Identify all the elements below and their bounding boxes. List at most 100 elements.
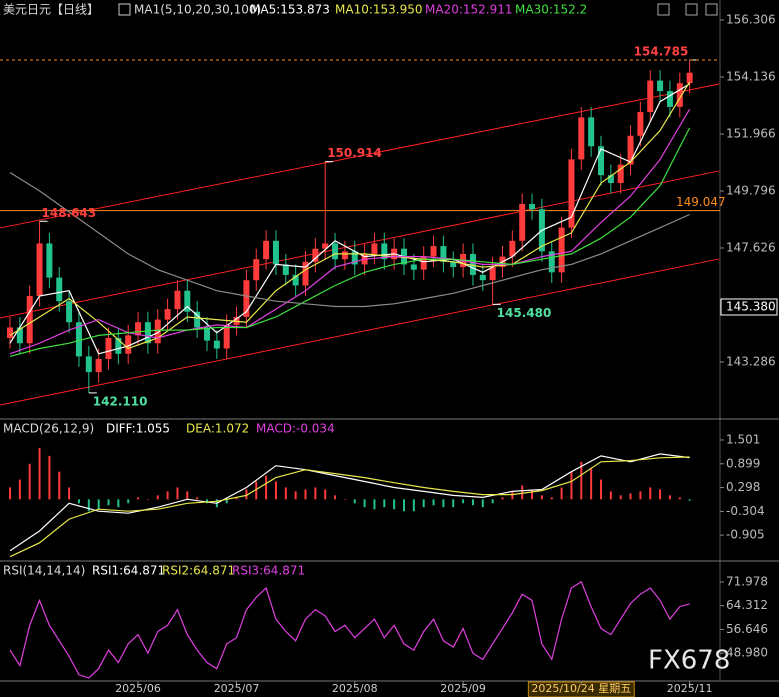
candle-body: [16, 327, 23, 344]
candle-body: [253, 259, 260, 281]
x-tick-label: 2025/07: [214, 682, 260, 695]
indicator-icon[interactable]: [118, 3, 131, 16]
indicator-name: MA1(5,10,20,30,100): [134, 3, 261, 17]
macd-bar: [343, 499, 346, 500]
macd-bar: [97, 499, 100, 510]
macd-bar: [127, 499, 130, 504]
macd-bar: [511, 491, 514, 500]
candle-body: [469, 253, 476, 275]
candle-body: [676, 83, 683, 107]
macd-bar: [462, 499, 465, 504]
candle-body: [223, 324, 230, 349]
y-tick-label: 143.286: [726, 354, 776, 368]
candle-body: [420, 256, 427, 270]
price-marker: [720, 298, 778, 316]
candle-body: [272, 240, 279, 265]
legend-entry: RSI2:64.871: [162, 564, 235, 578]
candle-body: [489, 267, 496, 281]
macd-bar: [353, 499, 356, 504]
tool-icon[interactable]: [657, 3, 670, 16]
y-tick-label: -0.905: [726, 528, 765, 542]
candle-body: [322, 243, 329, 249]
series-line: [9, 171, 690, 308]
series-line: [9, 453, 690, 552]
candle-body: [46, 243, 53, 278]
macd-bar: [9, 487, 11, 500]
candle-body: [66, 301, 73, 323]
series-line: [9, 580, 690, 679]
macd-bar: [590, 467, 593, 500]
candle-body: [479, 274, 486, 281]
high-label: 150.914: [327, 146, 382, 160]
macd-bar: [48, 455, 51, 500]
macd-bar: [659, 489, 662, 500]
candle-body: [125, 335, 132, 354]
legend-entry: RSI1:64.871: [92, 564, 165, 578]
y-tick-label: 64.312: [726, 598, 768, 612]
main-plot: [0, 59, 720, 406]
macd-bar: [324, 489, 327, 500]
macd-bar: [176, 487, 179, 500]
toolbar: [657, 3, 718, 16]
y-tick-label: 154.136: [726, 70, 776, 84]
macd-bar: [284, 487, 287, 500]
legend-entry: MA5:153.873: [250, 3, 330, 17]
macd-bar: [600, 479, 602, 500]
panel-title: RSI(14,14,14): [3, 564, 85, 578]
series-line: [9, 127, 691, 357]
candle-body: [450, 261, 457, 268]
x-tick-label: 2025/09: [440, 682, 486, 695]
legend-entry: DEA:1.072: [186, 422, 249, 436]
macd-bar: [166, 491, 169, 500]
macd-bar: [186, 491, 189, 500]
candle-body: [332, 243, 339, 260]
macd-bar: [107, 499, 110, 506]
macd-bar: [117, 499, 120, 508]
candle-body: [371, 243, 378, 254]
candle-body: [558, 227, 565, 273]
macd-bar: [363, 499, 366, 508]
candle-body: [75, 322, 82, 357]
candle-body: [568, 159, 575, 228]
candle-body: [144, 322, 151, 344]
candle-body: [135, 322, 142, 336]
candle-body: [351, 251, 358, 265]
panel-title: MACD(26,12,9): [3, 422, 94, 436]
candle-body: [7, 327, 13, 338]
macd-bar: [146, 499, 149, 500]
candle-body: [174, 290, 181, 310]
candle-body: [588, 117, 595, 147]
candle-body: [95, 359, 102, 373]
y-tick-label: 147.626: [726, 241, 776, 255]
macd-bar: [334, 495, 337, 500]
candle-body: [56, 277, 63, 302]
candle-body: [666, 91, 673, 107]
level-label: 149.047: [676, 195, 726, 209]
macd-bar: [609, 491, 612, 500]
macd-bar: [294, 491, 297, 500]
candle-body: [637, 112, 644, 136]
tool-icon[interactable]: [705, 3, 718, 16]
macd-bar: [560, 487, 563, 500]
candle-body: [154, 319, 161, 344]
macd-bar: [383, 499, 386, 508]
legend-entry: MA30:152.2: [515, 3, 587, 17]
macd-bar: [481, 499, 484, 508]
candle-body: [341, 251, 348, 260]
macd-bar: [442, 499, 445, 508]
macd-bar: [521, 485, 524, 500]
trend-line: [0, 258, 720, 406]
candle-body: [647, 80, 654, 113]
macd-bar: [540, 495, 543, 500]
macd-bar: [471, 499, 474, 506]
y-tick-label: 0.298: [726, 480, 760, 494]
macd-bar: [68, 487, 71, 500]
tool-icon[interactable]: [685, 3, 698, 16]
macd-bar: [265, 475, 268, 500]
macd-bar: [156, 495, 159, 500]
macd-bar: [639, 491, 642, 500]
macd-bar: [206, 499, 208, 504]
macd-bar: [452, 499, 455, 508]
series-line: [9, 456, 690, 558]
candle-body: [607, 175, 614, 184]
